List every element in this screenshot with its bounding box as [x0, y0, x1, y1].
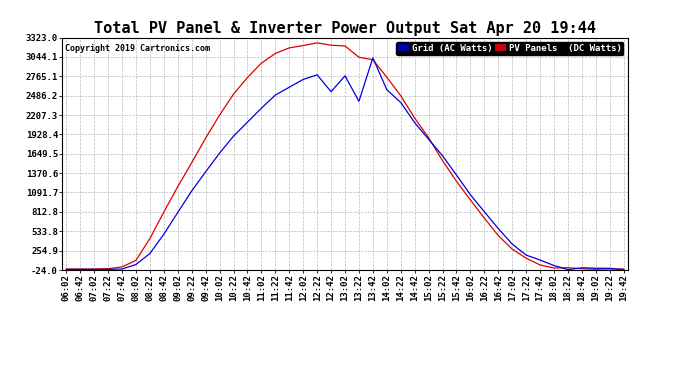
Text: Copyright 2019 Cartronics.com: Copyright 2019 Cartronics.com: [65, 45, 210, 54]
Title: Total PV Panel & Inverter Power Output Sat Apr 20 19:44: Total PV Panel & Inverter Power Output S…: [94, 21, 596, 36]
Legend: Grid (AC Watts), PV Panels  (DC Watts): Grid (AC Watts), PV Panels (DC Watts): [397, 42, 623, 55]
